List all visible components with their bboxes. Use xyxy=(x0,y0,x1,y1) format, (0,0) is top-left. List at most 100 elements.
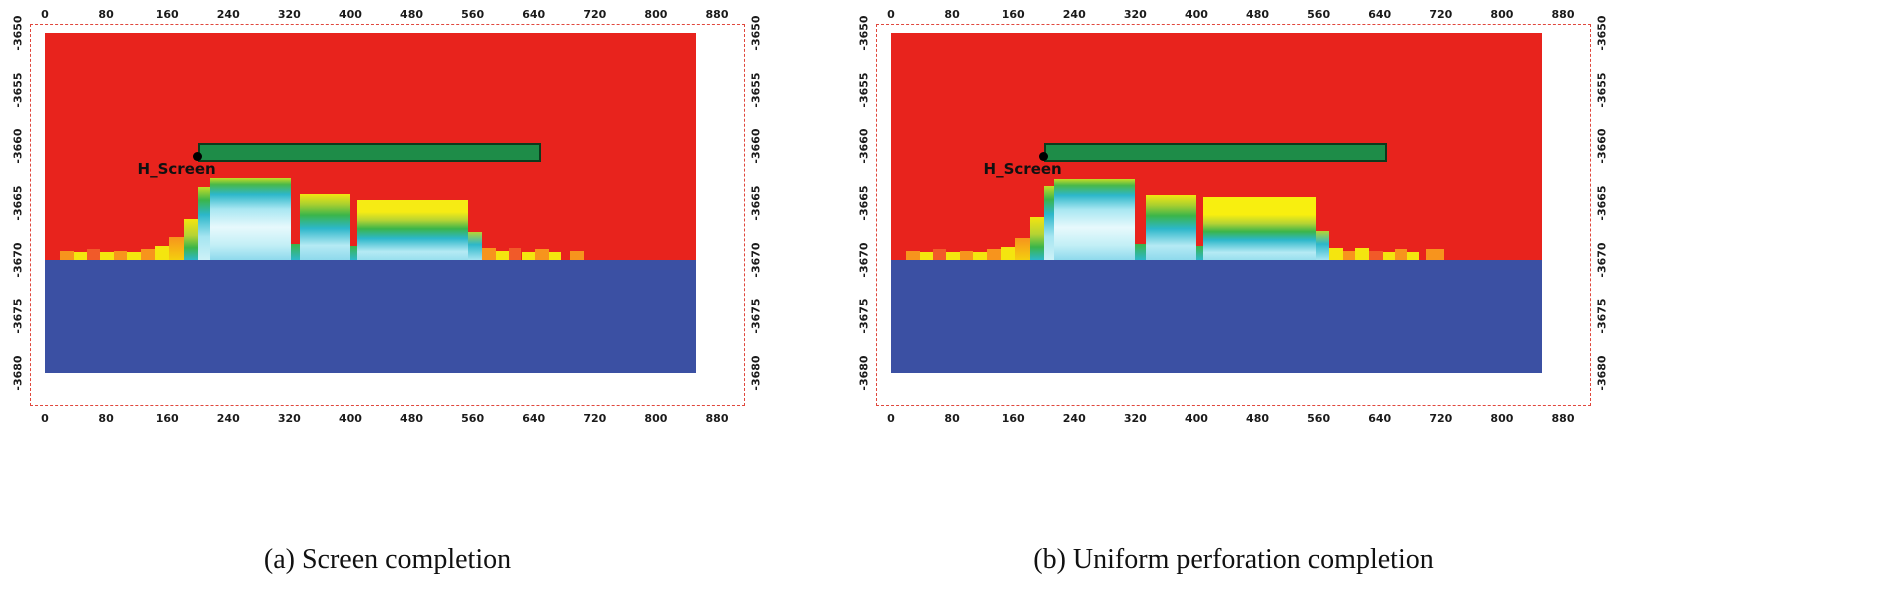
y-tick-label: -3660 xyxy=(749,128,763,164)
saturation-cell xyxy=(973,251,988,260)
x-axis-bottom: 0 80 160 240 320 400 480 560 640 720 800 880 xyxy=(887,408,1574,426)
saturation-cell xyxy=(141,249,155,260)
caption-b: (b) Uniform perforation completion xyxy=(1033,544,1434,575)
x-tick-label: 160 xyxy=(1001,412,1025,425)
y-tick-label: -3655 xyxy=(857,72,871,108)
x-tick-label: 240 xyxy=(216,8,240,21)
x-tick-label: 400 xyxy=(338,412,362,425)
saturation-cell xyxy=(535,249,549,260)
x-tick-label: 560 xyxy=(1307,8,1331,21)
saturation-cell xyxy=(197,187,210,260)
saturation-cell xyxy=(1315,231,1330,260)
saturation-cell xyxy=(1329,248,1344,260)
x-tick-label: 640 xyxy=(522,412,546,425)
caption-a: (a) Screen completion xyxy=(263,544,512,575)
y-tick-label: -3655 xyxy=(1595,72,1609,108)
saturation-cell xyxy=(906,250,920,260)
y-tick-label: -3675 xyxy=(11,298,25,334)
y-tick-label: -3660 xyxy=(857,128,871,164)
y-tick-label: -3670 xyxy=(11,242,25,278)
y-axis-left: -3650 -3655 -3660 -3665 -3670 -3675 -3680 xyxy=(8,15,28,390)
x-tick-label: 320 xyxy=(1123,8,1147,21)
x-tick-label: 400 xyxy=(338,8,362,21)
y-tick-label: -3665 xyxy=(11,185,25,221)
x-tick-label: 560 xyxy=(461,8,485,21)
x-tick-label: 80 xyxy=(944,412,960,425)
y-tick-label: -3675 xyxy=(857,298,871,334)
x-tick-label: 0 xyxy=(41,412,49,425)
x-tick-label: 800 xyxy=(644,412,668,425)
y-tick-label: -3670 xyxy=(1595,242,1609,278)
saturation-cell xyxy=(1014,238,1030,260)
x-tick-label: 320 xyxy=(1123,412,1147,425)
saturation-cell xyxy=(1355,248,1370,260)
y-tick-label: -3655 xyxy=(11,72,25,108)
x-tick-label: 800 xyxy=(1490,412,1514,425)
x-tick-label: 880 xyxy=(705,412,729,425)
lower-blue-region xyxy=(45,259,696,373)
x-tick-label: 480 xyxy=(1246,8,1270,21)
saturation-cell xyxy=(209,178,291,260)
saturation-cell xyxy=(183,218,198,260)
saturation-cell xyxy=(1382,251,1395,260)
x-tick-label: 720 xyxy=(1429,8,1453,21)
x-tick-label: 480 xyxy=(400,8,424,21)
saturation-cell xyxy=(300,193,351,260)
x-tick-label: 240 xyxy=(1062,8,1086,21)
saturation-cell xyxy=(1407,251,1420,260)
saturation-cell xyxy=(290,243,301,260)
y-tick-label: -3650 xyxy=(749,15,763,51)
plot-area: H_Screen xyxy=(891,33,1563,373)
saturation-cell xyxy=(920,251,933,260)
y-tick-label: -3680 xyxy=(1595,355,1609,391)
saturation-cell xyxy=(60,250,74,260)
saturation-cell xyxy=(1369,250,1383,260)
x-axis-bottom: 0 80 160 240 320 400 480 560 640 720 800 880 xyxy=(41,408,728,426)
x-tick-label: 0 xyxy=(41,8,49,21)
x-tick-label: 240 xyxy=(216,412,240,425)
x-tick-label: 560 xyxy=(461,412,485,425)
x-tick-label: 160 xyxy=(1001,8,1025,21)
x-tick-label: 400 xyxy=(1184,412,1208,425)
saturation-cell xyxy=(987,249,1001,260)
panel-b: 0 80 160 240 320 400 480 560 640 720 800 880 H_Scre… xyxy=(854,6,1614,598)
x-tick-label: 720 xyxy=(583,8,607,21)
x-tick-label: 720 xyxy=(583,412,607,425)
y-tick-label: -3665 xyxy=(1595,185,1609,221)
well-screen-bar xyxy=(1043,142,1388,163)
plot-frame: H_Screen xyxy=(30,24,745,406)
x-tick-label: 80 xyxy=(98,412,114,425)
saturation-cell xyxy=(1029,216,1044,260)
x-axis-top: 0 80 160 240 320 400 480 560 640 720 800 880 xyxy=(887,6,1574,22)
y-tick-label: -3655 xyxy=(749,72,763,108)
y-axis-left: -3650 -3655 -3660 -3665 -3670 -3675 -3680 xyxy=(854,15,874,390)
y-tick-label: -3660 xyxy=(1595,128,1609,164)
x-tick-label: 480 xyxy=(400,412,424,425)
y-tick-label: -3650 xyxy=(857,15,871,51)
saturation-cell xyxy=(74,251,87,260)
y-tick-label: -3650 xyxy=(1595,15,1609,51)
y-tick-label: -3650 xyxy=(11,15,25,51)
x-tick-label: 400 xyxy=(1184,8,1208,21)
saturation-cell xyxy=(1000,247,1015,260)
saturation-cell xyxy=(168,237,184,260)
y-tick-label: -3680 xyxy=(857,355,871,391)
plot-area: H_Screen xyxy=(45,33,717,373)
saturation-cell xyxy=(1202,197,1316,260)
x-tick-label: 320 xyxy=(277,8,301,21)
y-tick-label: -3675 xyxy=(749,298,763,334)
saturation-cell xyxy=(959,250,974,260)
x-tick-label: 800 xyxy=(1490,8,1514,21)
well-screen-bar xyxy=(197,142,542,163)
saturation-cell xyxy=(570,250,585,260)
x-axis-top: 0 80 160 240 320 400 480 560 640 720 800 880 xyxy=(41,6,728,22)
x-tick-label: 480 xyxy=(1246,412,1270,425)
y-axis-right: -3650 -3655 -3660 -3665 -3670 -3675 -3680 xyxy=(1592,15,1612,390)
x-tick-label: 160 xyxy=(155,412,179,425)
x-tick-label: 640 xyxy=(1368,412,1392,425)
x-tick-label: 880 xyxy=(1551,412,1575,425)
panel-a: 0 80 160 240 320 400 480 560 640 720 800 880 H_Scre… xyxy=(8,6,768,598)
x-tick-label: 80 xyxy=(98,8,114,21)
y-tick-label: -3665 xyxy=(857,185,871,221)
